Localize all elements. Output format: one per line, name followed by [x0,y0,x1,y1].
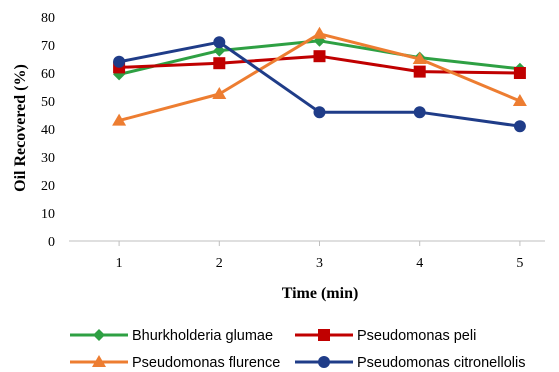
x-tick-label: 2 [216,256,223,271]
legend-item: Pseudomonas peli [295,328,476,344]
data-point [413,106,426,119]
x-tick-label: 1 [116,256,123,271]
data-point [213,44,226,57]
data-point [312,26,327,39]
data-point [113,55,126,68]
data-point [213,57,226,70]
legend-label: Bhurkholderia glumae [132,328,273,344]
y-axis-title: Oil Recovered (%) [12,64,29,192]
data-point [513,67,526,79]
legend-label: Pseudomonas flurence [132,355,280,371]
legend-item: Pseudomonas citronellolis [295,355,525,371]
legend-label: Pseudomonas peli [357,328,476,344]
y-tick-label: 50 [41,95,55,110]
x-axis-ticks: 1 2 3 4 5 [116,241,523,271]
data-point [112,113,127,126]
y-tick-label: 70 [41,39,55,54]
data-point [313,50,326,63]
series-3 [113,36,526,133]
legend-swatch-marker [93,329,105,341]
legend: Bhurkholderia glumae Pseudomonas peli Pseu… [70,328,525,371]
y-tick-label: 30 [41,151,55,166]
y-tick-label: 80 [41,11,55,26]
data-point [212,87,227,99]
legend-item: Bhurkholderia glumae [70,328,273,344]
data-point [313,106,326,119]
y-tick-label: 20 [41,179,55,194]
y-axis-ticks: 0 10 20 30 40 50 60 70 80 [41,11,55,250]
x-tick-label: 3 [316,256,323,271]
data-point [213,36,226,49]
legend-swatch-marker [318,329,330,341]
x-tick-label: 5 [516,256,523,271]
x-axis-title: Time (min) [282,285,359,302]
legend-swatch-marker [92,355,106,367]
data-point [413,65,426,78]
y-tick-label: 60 [41,67,55,82]
legend-item: Pseudomonas flurence [70,355,280,371]
series-layer [112,26,527,133]
legend-label: Pseudomonas citronellolis [357,355,525,371]
x-tick-label: 4 [416,256,423,271]
y-tick-label: 10 [41,207,55,222]
series-1 [113,50,526,79]
y-tick-label: 0 [48,235,55,250]
data-point [512,94,527,106]
data-point [412,52,427,64]
y-tick-label: 40 [41,123,55,138]
data-point [513,120,526,133]
series-2 [112,26,527,126]
legend-swatch-marker [318,356,330,368]
